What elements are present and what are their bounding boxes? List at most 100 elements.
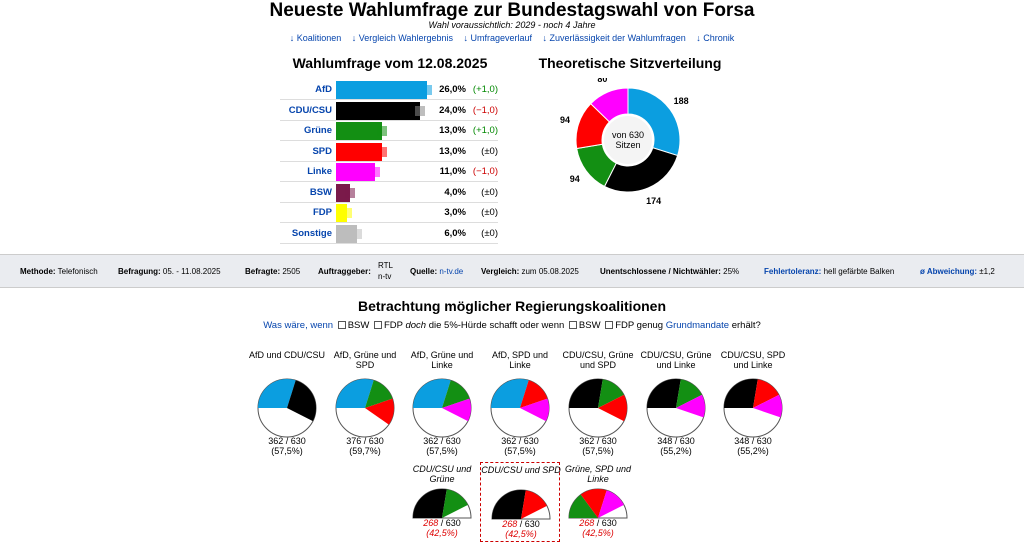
coalition-seats: 362: [579, 436, 595, 446]
coalition-name: CDU/CSU und Grüne: [412, 464, 472, 484]
poll-row-linke: Linke 11,0% (−1,0): [280, 162, 498, 182]
coalition-percent: (42,5%): [426, 528, 458, 538]
coalition-card[interactable]: CDU/CSU, Grüne und SPD 362 / 630 (57,5%): [558, 348, 638, 458]
coalition-card[interactable]: AfD und CDU/CSU 362 / 630 (57,5%): [247, 348, 327, 458]
coalition-slice: [569, 379, 603, 408]
auftraggeber-label: Auftraggeber:: [318, 267, 371, 276]
poll-value: 4,0%: [444, 186, 466, 198]
coalition-total: / 630: [517, 519, 540, 529]
seat-slice-linke: [590, 87, 629, 123]
seat-slice-afd: [627, 87, 681, 157]
vergleich-value: zum 05.08.2025: [521, 267, 579, 276]
nav-link-chronik[interactable]: ↓ Chronik: [696, 33, 735, 43]
befragung-value: 05. - 11.08.2025: [162, 267, 221, 276]
coalition-slice: [598, 379, 624, 408]
coalition-percent: (57,5%): [504, 446, 536, 456]
grundmandate-link[interactable]: Grundmandate: [665, 320, 730, 331]
coalition-percent: (57,5%): [271, 446, 303, 456]
party-link[interactable]: Grüne: [304, 125, 332, 136]
nav-link-umfrageverlauf[interactable]: ↓ Umfrageverlauf: [463, 33, 533, 43]
poll-bar: [336, 224, 357, 243]
coalition-slice: [647, 379, 681, 408]
poll-value: 26,0%: [439, 84, 466, 95]
seat-label: 174: [646, 196, 661, 206]
auftraggeber-ntv: n-tv: [378, 272, 392, 281]
coalition-pie: [490, 378, 550, 438]
error-margin-bar: [415, 105, 425, 116]
seat-label: 80: [597, 78, 607, 84]
party-link[interactable]: BSW: [309, 186, 332, 198]
party-link[interactable]: FDP: [313, 207, 332, 218]
coalition-result: 362 / 630 (57,5%): [247, 436, 327, 456]
nav-link-vergleich[interactable]: ↓ Vergleich Wahlergebnis: [351, 33, 453, 43]
coalition-card[interactable]: AfD, SPD und Linke 362 / 630 (57,5%): [480, 348, 560, 458]
coalition-card[interactable]: CDU/CSU und Grüne 268 / 630 (42,5%): [402, 462, 482, 542]
poll-change: (−1,0): [472, 166, 498, 177]
coalition-slice: [442, 489, 468, 518]
coalition-percent: (42,5%): [505, 529, 537, 539]
coalition-percent: (42,5%): [582, 528, 614, 538]
coalition-slice: [598, 490, 624, 518]
party-link[interactable]: SPD: [312, 145, 332, 157]
fdp-grundmandate-checkbox[interactable]: [605, 321, 614, 329]
bsw-label: BSW: [347, 320, 370, 331]
coalition-result: 348 / 630 (55,2%): [713, 436, 793, 456]
poll-row-bsw: BSW 4,0% (±0): [280, 183, 498, 203]
coalition-card[interactable]: CDU/CSU, Grüne und Linke 348 / 630 (55,2%): [636, 348, 716, 458]
nav-link-zuverlaessigkeit[interactable]: ↓ Zuverlässigkeit der Wahlumfragen: [542, 33, 686, 43]
party-link[interactable]: Sonstige: [291, 227, 332, 239]
question-text: die 5%-Hürde schafft oder wenn: [428, 320, 565, 331]
bsw-grundmandate-checkbox[interactable]: [568, 321, 577, 329]
coalition-total: / 630: [749, 436, 772, 446]
what-if-label: Was wäre, wenn: [263, 320, 334, 331]
coalition-slice: [724, 379, 758, 408]
coalition-name: CDU/CSU, SPD und Linke: [720, 350, 786, 370]
fdp-checkbox[interactable]: [373, 321, 382, 329]
coalition-card[interactable]: CDU/CSU, SPD und Linke 348 / 630 (55,2%): [713, 348, 793, 458]
seats-title: Theoretische Sitzverteilung: [538, 55, 722, 71]
coalition-slice: [676, 379, 702, 408]
quelle-label: Quelle:: [410, 267, 438, 276]
fehlertoleranz-label[interactable]: Fehlertoleranz:: [764, 267, 822, 276]
party-link[interactable]: CDU/CSU: [288, 104, 332, 116]
error-margin-bar: [345, 187, 355, 198]
coalition-seats: 362: [268, 436, 284, 446]
fdp-label: FDP: [383, 320, 403, 331]
poll-bar: [336, 101, 420, 120]
abweichung-label[interactable]: ø Abweichung:: [920, 267, 978, 276]
coalition-card[interactable]: Grüne, SPD und Linke 268 / 630 (42,5%): [558, 462, 638, 542]
poll-row-cducsu: CDU/CSU 24,0% (−1,0): [280, 101, 498, 121]
error-margin-bar: [352, 228, 362, 239]
bsw-checkbox[interactable]: [337, 321, 346, 329]
seat-label: 94: [560, 115, 570, 125]
coalition-slice: [753, 379, 779, 408]
coalition-result: 376 / 630 (59,7%): [325, 436, 405, 456]
befragung-label: Befragung:: [118, 267, 161, 276]
coalition-seats: 268: [579, 518, 595, 528]
coalition-card[interactable]: AfD, Grüne und SPD 376 / 630 (59,7%): [325, 348, 405, 458]
coalition-seats: 362: [423, 436, 439, 446]
quelle-link[interactable]: n-tv.de: [439, 267, 464, 276]
coalition-seats: 362: [501, 436, 517, 446]
coalition-name: Grüne, SPD und Linke: [564, 464, 632, 484]
nav-link-koalitionen[interactable]: ↓ Koalitionen: [289, 33, 342, 43]
coalition-percent: (55,2%): [660, 446, 692, 456]
coalition-slice: [287, 380, 316, 422]
coalition-slice: [598, 394, 627, 422]
coalition-total: / 630: [438, 436, 461, 446]
coalition-total: / 630: [516, 436, 539, 446]
party-link[interactable]: Linke: [307, 166, 332, 177]
coalition-total: / 630: [672, 436, 695, 446]
coalition-card[interactable]: CDU/CSU und SPD 268 / 630 (42,5%): [480, 462, 561, 542]
poll-change: (±0): [481, 186, 498, 198]
poll-row-fdp: FDP 3,0% (±0): [280, 203, 498, 223]
coalition-slice: [365, 380, 393, 408]
coalition-result: 268 / 630 (42,5%): [481, 519, 561, 539]
coalition-pie: [412, 378, 472, 438]
coalition-slice: [442, 380, 470, 408]
fdp2-label: FDP genug: [615, 320, 664, 331]
party-link[interactable]: AfD: [315, 84, 332, 95]
coalition-card[interactable]: AfD, Grüne und Linke 362 / 630 (57,5%): [402, 348, 482, 458]
coalition-pie: [723, 378, 783, 438]
